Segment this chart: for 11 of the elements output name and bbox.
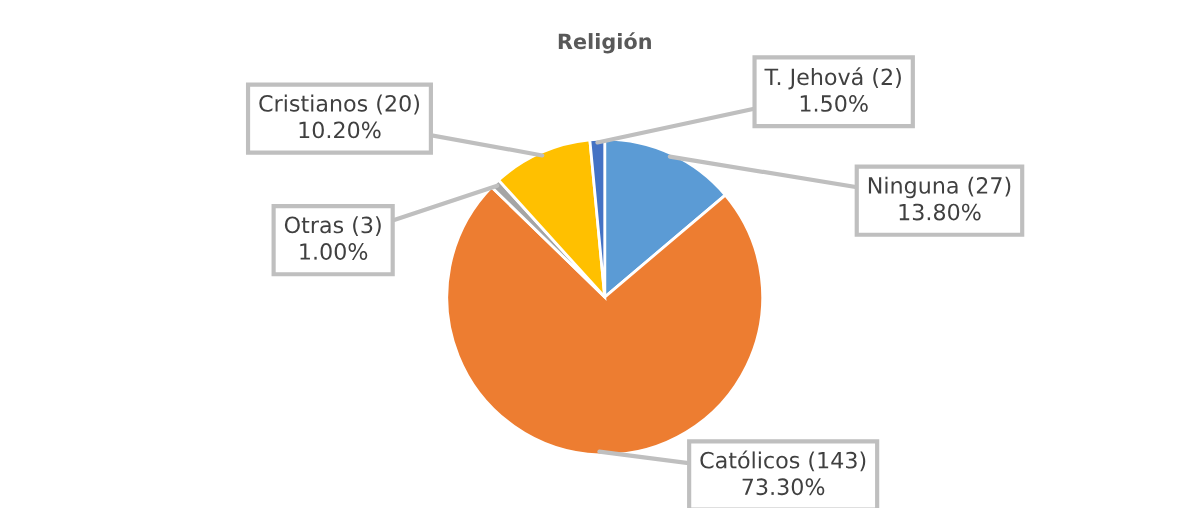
data-label: 73.30% (742, 478, 825, 496)
data-label: 1.50% (800, 95, 868, 112)
data-label: 13.80% (899, 203, 981, 221)
data-label: 10.20% (299, 121, 381, 139)
slice-label: Otras (3) (284, 216, 381, 236)
slice-label: T. Jehová (2) (764, 67, 901, 90)
slice-label: Ninguna (27) (868, 176, 1011, 199)
slice-label: Católicos (143) (700, 450, 866, 472)
chart-title: Religión (558, 32, 651, 54)
slice-label: Cristianos (20) (259, 94, 419, 115)
data-label: 1.00% (300, 243, 368, 260)
